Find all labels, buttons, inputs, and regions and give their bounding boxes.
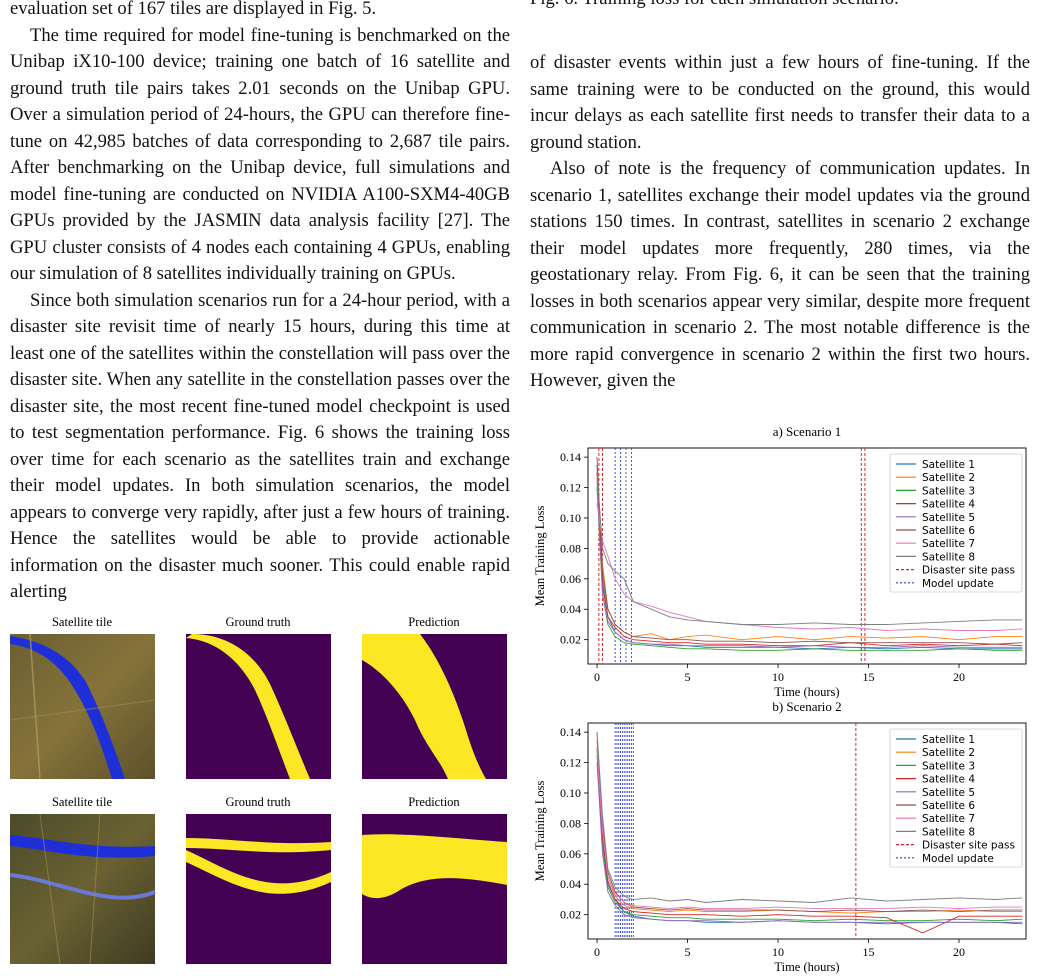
ground-truth-mask <box>186 634 331 779</box>
series-line <box>596 747 1023 934</box>
legend-label: Satellite 3 <box>922 760 975 772</box>
y-tick-label: 0.14 <box>560 725 581 739</box>
legend-label: Model update <box>922 578 994 590</box>
figure-caption-stub: Fig. 6. Training loss for each simulatio… <box>530 0 1030 13</box>
y-tick-label: 0.02 <box>560 633 581 647</box>
x-axis-label: Time (hours) <box>774 960 839 974</box>
prediction-mask <box>362 634 507 779</box>
y-tick-label: 0.08 <box>560 541 581 555</box>
prediction-mask <box>362 814 507 964</box>
series-line <box>596 479 1023 648</box>
paragraph: Also of note is the frequency of communi… <box>530 158 1030 391</box>
x-tick-label: 10 <box>772 670 784 684</box>
legend-label: Satellite 4 <box>922 499 975 511</box>
y-tick-label: 0.10 <box>560 511 581 525</box>
series-line <box>596 457 1023 645</box>
tile-title: Satellite tile <box>52 795 113 809</box>
y-tick-label: 0.04 <box>560 602 581 616</box>
legend-label: Satellite 8 <box>922 551 975 563</box>
caption-text: Fig. 6. Training loss for each simulatio… <box>530 0 899 9</box>
legend-label: Satellite 1 <box>922 734 975 746</box>
chart-title: b) Scenario 2 <box>772 699 841 714</box>
series-line <box>596 732 1023 913</box>
training-loss-chart-scenario-1: a) Scenario 1 0 5 10 15 20 Time (hours) 0.02 0.0… <box>533 424 1027 699</box>
x-tick-label: 5 <box>685 670 691 684</box>
legend-label: Satellite 8 <box>922 826 975 838</box>
x-tick-label: 20 <box>953 945 965 959</box>
x-axis-label: Time (hours) <box>774 685 839 699</box>
legend-label: Disaster site pass <box>922 840 1015 852</box>
tile-title: Ground truth <box>226 615 292 629</box>
y-tick-label: 0.04 <box>560 877 581 891</box>
x-tick-label: 15 <box>863 670 875 684</box>
x-tick-label: 0 <box>594 945 600 959</box>
y-tick-label: 0.02 <box>560 908 581 922</box>
y-tick-label: 0.14 <box>560 450 581 464</box>
tile-title: Prediction <box>408 615 460 629</box>
plot-content <box>596 723 1023 939</box>
chart-title: a) Scenario 1 <box>773 424 842 439</box>
left-text-column: evaluation set of 167 tiles are displaye… <box>10 0 510 606</box>
segmentation-figure: Satellite tile Ground truth Prediction S… <box>9 615 507 965</box>
legend-label: Satellite 3 <box>922 485 975 497</box>
legend-label: Satellite 4 <box>922 774 975 786</box>
y-tick-label: 0.10 <box>560 786 581 800</box>
legend-label: Satellite 5 <box>922 787 975 799</box>
legend-label: Satellite 2 <box>922 747 975 759</box>
tile-title: Ground truth <box>226 795 292 809</box>
paragraph: of disaster events within just a few hou… <box>530 52 1030 153</box>
y-axis-label: Mean Training Loss <box>533 506 547 607</box>
x-tick-label: 15 <box>863 945 875 959</box>
legend-label: Satellite 6 <box>922 525 975 537</box>
satellite-tile-image <box>9 813 156 965</box>
x-tick-label: 20 <box>953 670 965 684</box>
legend-label: Satellite 5 <box>922 512 975 524</box>
x-tick-label: 5 <box>685 945 691 959</box>
legend-box <box>889 453 1023 593</box>
legend-label: Disaster site pass <box>922 565 1015 577</box>
series-line <box>596 747 1023 910</box>
training-loss-chart-scenario-2: b) Scenario 2 0 5 10 15 20 Time (hours) 0.02 0.0… <box>533 699 1027 974</box>
y-tick-label: 0.06 <box>560 572 581 586</box>
legend-box <box>889 728 1023 868</box>
series-line <box>596 739 1023 914</box>
paragraph: evaluation set of 167 tiles are displaye… <box>10 0 377 19</box>
series-line <box>596 762 1023 923</box>
y-tick-label: 0.08 <box>560 816 581 830</box>
paragraph: The time required for model fine-tuning … <box>10 24 510 285</box>
series-line <box>596 754 1023 922</box>
y-axis-label: Mean Training Loss <box>533 781 547 882</box>
tile-title: Satellite tile <box>52 615 113 629</box>
series-line <box>596 472 1023 625</box>
legend-label: Satellite 7 <box>922 538 975 550</box>
y-tick-label: 0.12 <box>560 756 581 770</box>
y-tick-label: 0.06 <box>560 847 581 861</box>
legend-label: Satellite 1 <box>922 459 975 471</box>
paragraph: Since both simulation scenarios run for … <box>10 289 510 603</box>
x-tick-label: 0 <box>594 670 600 684</box>
x-tick-label: 10 <box>772 945 784 959</box>
series-line <box>596 487 1023 651</box>
series-line <box>596 472 1023 647</box>
right-text-column: of disaster events within just a few hou… <box>530 50 1030 395</box>
satellite-tile-image <box>9 633 156 780</box>
legend-label: Satellite 7 <box>922 813 975 825</box>
tile-title: Prediction <box>408 795 460 809</box>
legend-label: Model update <box>922 853 994 865</box>
legend-label: Satellite 2 <box>922 472 975 484</box>
plot-content <box>596 448 1023 664</box>
ground-truth-mask <box>186 814 331 964</box>
legend-label: Satellite 6 <box>922 800 975 812</box>
series-line <box>596 732 1023 903</box>
y-tick-label: 0.12 <box>560 481 581 495</box>
